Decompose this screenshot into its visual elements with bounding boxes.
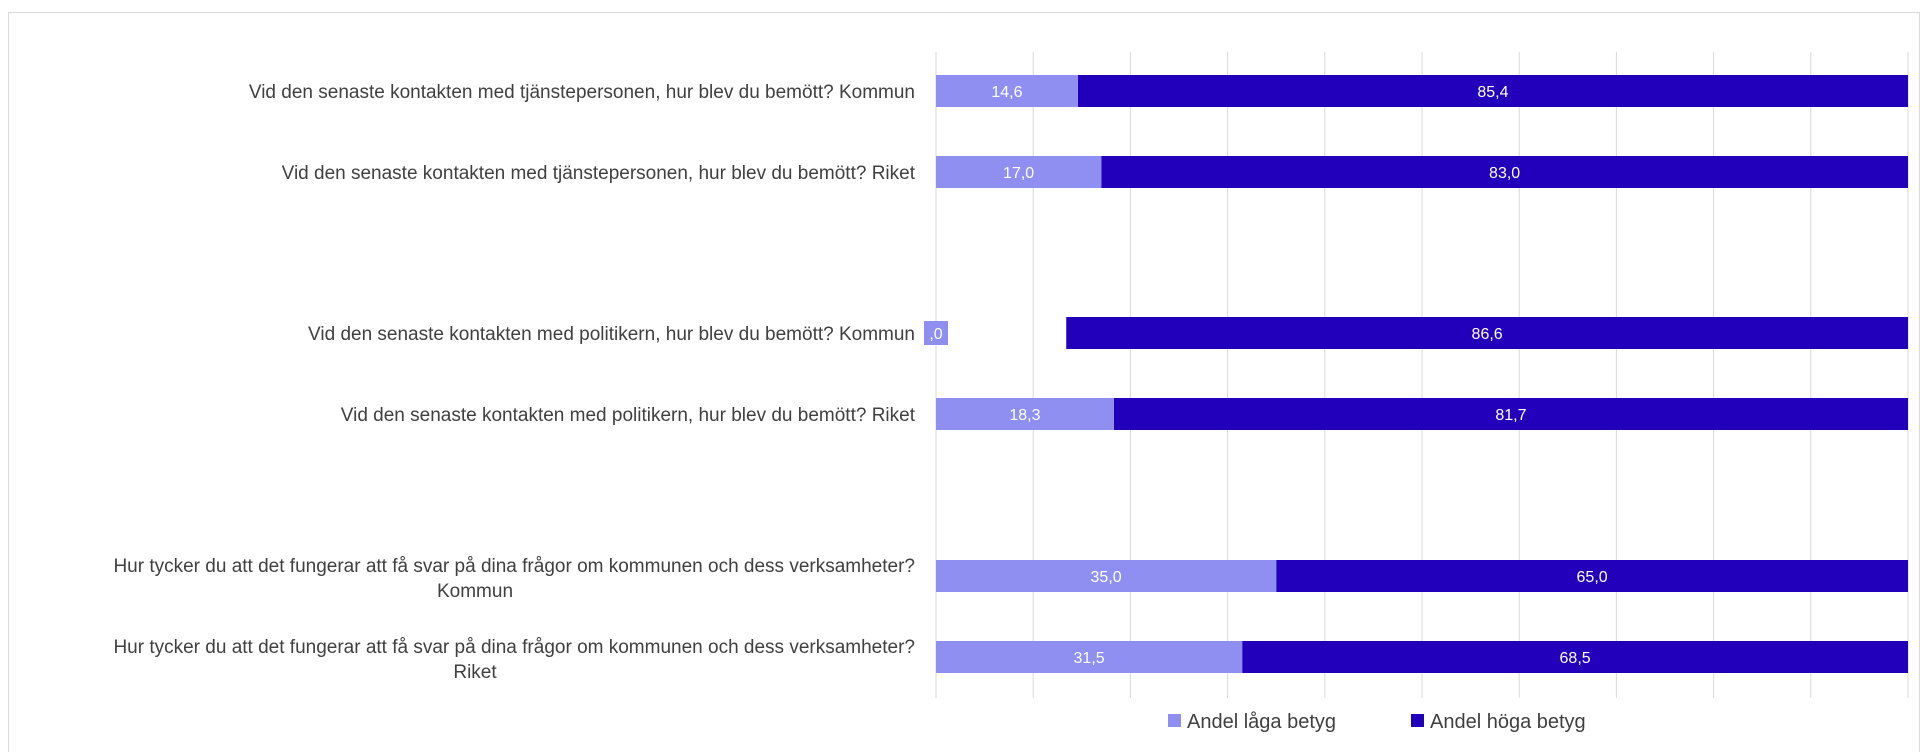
category-label: Hur tycker du att det fungerar att få sv… — [113, 637, 915, 658]
category-label: Vid den senaste kontakten med politikern… — [341, 405, 916, 426]
category-label-line2: Kommun — [437, 581, 513, 602]
bar-high — [1242, 641, 1908, 673]
category-label: Hur tycker du att det fungerar att få sv… — [113, 556, 915, 577]
gridlines — [935, 52, 1909, 698]
category-label: Vid den senaste kontakten med tjänsteper… — [249, 82, 915, 103]
category-labels: Vid den senaste kontakten med tjänsteper… — [113, 82, 915, 683]
category-label: Vid den senaste kontakten med tjänsteper… — [282, 163, 916, 184]
data-label-high: 85,4 — [1477, 84, 1508, 101]
legend-swatch — [1411, 714, 1424, 727]
data-label-low: 31,5 — [1074, 650, 1105, 667]
legend-swatch — [1168, 714, 1181, 727]
data-label-high: 83,0 — [1489, 165, 1520, 182]
category-label-line2: Riket — [453, 662, 497, 683]
data-label-high: 81,7 — [1495, 407, 1526, 424]
data-label-low: 17,0 — [1003, 165, 1034, 182]
bar-low — [924, 321, 948, 345]
legend: Andel låga betyg Andel höga betyg — [1168, 711, 1586, 733]
bar-low — [936, 156, 1102, 188]
bar-high — [1276, 560, 1908, 592]
data-label-low: 14,6 — [991, 84, 1022, 101]
legend-label: Andel höga betyg — [1430, 711, 1586, 733]
bar-high — [1077, 75, 1908, 107]
data-label-high: 68,5 — [1560, 650, 1591, 667]
data-label-high: 65,0 — [1577, 569, 1608, 586]
data-label-low: 35,0 — [1091, 569, 1122, 586]
data-label-low: ,0 — [929, 326, 942, 343]
bar-low — [936, 398, 1114, 430]
bar-low — [936, 641, 1243, 673]
bar-low — [936, 75, 1078, 107]
data-label-low: 18,3 — [1009, 407, 1040, 424]
bar-high — [1101, 156, 1908, 188]
bar-low — [936, 560, 1277, 592]
bar-high — [1113, 398, 1908, 430]
category-label: Vid den senaste kontakten med politikern… — [308, 324, 915, 345]
legend-label: Andel låga betyg — [1187, 711, 1336, 733]
data-label-high: 86,6 — [1472, 326, 1503, 343]
bar-high — [1066, 317, 1908, 349]
chart-frame — [8, 12, 1920, 752]
bars: 14,6 85,4 17,0 83,0 ,0 86,6 18,3 81,7 35,0 65,0 31… — [924, 75, 1908, 673]
